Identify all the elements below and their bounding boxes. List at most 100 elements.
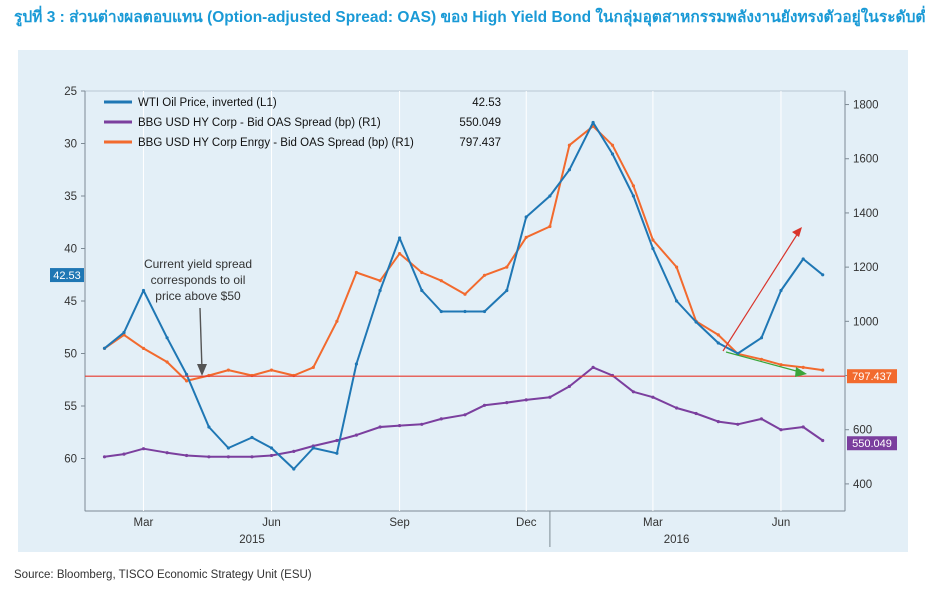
series-lines xyxy=(102,120,825,471)
value-badge-box xyxy=(50,268,84,283)
series-point xyxy=(269,446,274,450)
series-point xyxy=(398,252,402,256)
grid-lines xyxy=(142,91,782,511)
series-point xyxy=(524,235,528,239)
series-point xyxy=(482,273,487,277)
series-point xyxy=(165,451,169,455)
series-point xyxy=(269,453,274,458)
left-tick-label: 50 xyxy=(64,349,77,361)
series-point xyxy=(482,403,487,407)
right-axis-ticks: 40060080010001200140016001800 xyxy=(845,100,879,491)
series-point xyxy=(420,288,424,293)
series-point xyxy=(398,236,402,240)
value-badge-box xyxy=(847,369,897,384)
legend: WTI Oil Price, inverted (L1) 42.53 BBG U… xyxy=(104,97,501,149)
series-point xyxy=(631,194,636,198)
series-point xyxy=(102,455,107,459)
left-tick-label: 40 xyxy=(64,244,77,256)
series-point xyxy=(631,184,636,188)
series-point xyxy=(779,428,783,432)
series-point xyxy=(801,365,805,369)
series-point xyxy=(463,292,467,296)
series-point xyxy=(122,330,126,335)
series-point xyxy=(524,398,528,402)
legend-value-wti: 42.53 xyxy=(472,97,501,109)
series-point xyxy=(335,319,339,323)
series-point xyxy=(801,425,805,429)
series-point xyxy=(292,449,296,453)
value-badge-label: 797.437 xyxy=(852,371,892,383)
series-point xyxy=(226,368,230,372)
x-tick-label: Jun xyxy=(262,517,281,529)
x-tick-label: Mar xyxy=(134,517,154,529)
series-point xyxy=(591,120,595,125)
right-tick-label: 1600 xyxy=(853,154,879,166)
series-point xyxy=(122,452,126,456)
value-badge-label: 42.53 xyxy=(53,270,81,282)
series-point xyxy=(548,194,552,198)
series-point xyxy=(567,168,572,172)
series-point xyxy=(567,143,572,147)
legend-label-hy: BBG USD HY Corp - Bid OAS Spread (bp) (R… xyxy=(138,117,381,129)
left-tick-label: 35 xyxy=(64,191,77,203)
series-point xyxy=(439,279,443,283)
series-point xyxy=(141,346,146,350)
series-point xyxy=(759,417,764,421)
series-point xyxy=(141,447,146,451)
series-point xyxy=(311,446,315,450)
note-line-1: Current yield spread xyxy=(144,257,252,271)
series-point xyxy=(420,270,424,275)
series-point xyxy=(439,417,443,421)
legend-value-energy: 797.437 xyxy=(459,137,501,149)
series-point xyxy=(185,372,189,377)
red-trend-arrow xyxy=(722,232,799,352)
series-point xyxy=(292,467,296,471)
series-point xyxy=(567,384,572,388)
series-point xyxy=(505,288,509,293)
series-point xyxy=(610,143,615,147)
x-axis-ticks: Mar Jun Sep Dec Mar Jun xyxy=(134,517,791,529)
series-point xyxy=(759,357,764,361)
series-point xyxy=(651,238,655,242)
series-point xyxy=(716,333,720,337)
left-tick-label: 25 xyxy=(64,86,77,98)
year-label: 2015 xyxy=(239,534,265,546)
series-point xyxy=(378,279,382,283)
series-point xyxy=(354,433,358,437)
x-tick-label: Mar xyxy=(643,517,663,529)
year-label: 2016 xyxy=(664,534,690,546)
series-point xyxy=(675,265,679,269)
legend-label-wti: WTI Oil Price, inverted (L1) xyxy=(138,97,277,109)
series-point xyxy=(675,406,679,410)
series-point xyxy=(801,257,805,261)
green-trend-arrow xyxy=(725,351,801,373)
chart-title: รูปที่ 3 : ส่วนต่างผลตอบแทน (Option-adju… xyxy=(14,9,925,26)
series-point xyxy=(335,438,339,443)
series-point xyxy=(779,363,783,367)
series-point xyxy=(207,455,211,459)
series-point xyxy=(675,299,679,303)
series-point xyxy=(716,420,720,424)
left-tick-label: 60 xyxy=(64,454,77,466)
series-point xyxy=(694,411,698,416)
annotation-note: Current yield spread corresponds to oil … xyxy=(144,257,252,303)
note-arrow-head xyxy=(197,364,207,376)
plot-area xyxy=(84,90,846,512)
series-point xyxy=(165,360,169,364)
series-point xyxy=(335,451,339,455)
note-line-3: price above $50 xyxy=(155,289,241,303)
series-point xyxy=(226,455,230,459)
series-point xyxy=(779,288,783,293)
series-point xyxy=(102,346,107,350)
series-point xyxy=(631,390,636,394)
series-point xyxy=(311,365,315,369)
series-point xyxy=(420,422,424,426)
x-tick-label: Sep xyxy=(389,517,409,529)
series-point xyxy=(736,422,740,426)
right-tick-label: 1800 xyxy=(853,100,879,112)
right-tick-label: 1400 xyxy=(853,208,879,220)
series-point xyxy=(378,425,382,429)
series-point xyxy=(651,246,655,251)
